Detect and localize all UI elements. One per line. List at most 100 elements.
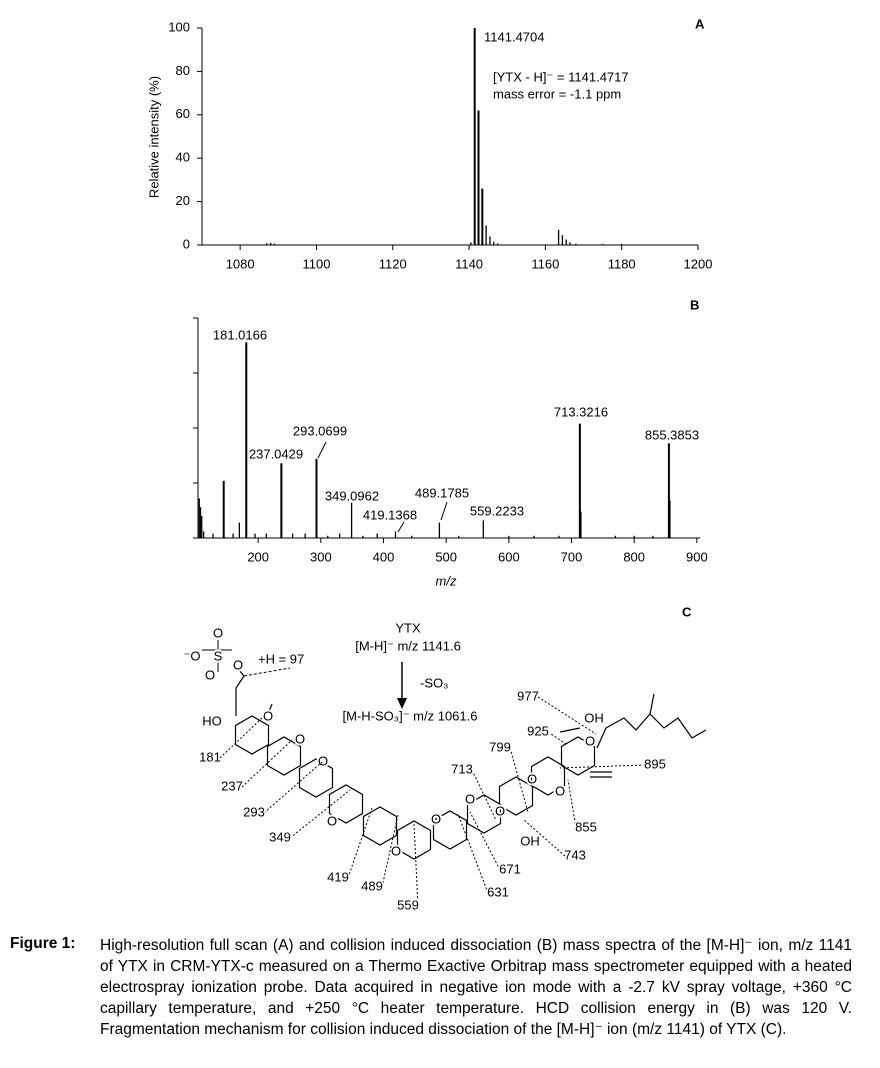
y-tick-label: 80 (176, 63, 190, 78)
ring-oxygen: O (431, 811, 441, 826)
peak-label: 713.3216 (554, 404, 608, 419)
neutral-loss: -SO₃ (420, 675, 448, 690)
cleavage-line (347, 807, 373, 879)
fragment-label: 349 (269, 829, 291, 844)
fragment-label: 799 (489, 739, 511, 754)
y-tick-label: 100 (168, 19, 190, 34)
fragment-label: 743 (564, 847, 586, 862)
ring (530, 756, 566, 796)
fragment-label: 925 (527, 723, 549, 738)
peak-label: 855.3853 (645, 427, 699, 442)
x-tick-label: 1200 (684, 256, 713, 271)
atom-label: O (205, 667, 215, 682)
x-tick-label: 700 (561, 549, 583, 564)
peak-label: 349.0962 (325, 488, 379, 503)
bond (649, 693, 655, 715)
peak-label: 293.0699 (293, 423, 347, 438)
ring (298, 758, 334, 798)
fragment-label: 237 (221, 778, 243, 793)
caption-label: Figure 1: (10, 935, 76, 952)
ring (396, 820, 432, 860)
ring (560, 736, 596, 776)
cleavage-line (263, 761, 323, 814)
x-tick-label: 400 (373, 549, 395, 564)
x-axis-title: m/z (436, 573, 457, 588)
bond (559, 727, 581, 733)
bond (267, 703, 273, 715)
compound-name: YTX (395, 620, 421, 635)
fragment-label: 895 (644, 756, 666, 771)
dashed-bond (243, 667, 291, 677)
leader-line (397, 521, 405, 533)
peak-label: 1141.4704 (484, 29, 545, 44)
arrowhead (397, 698, 407, 709)
ring-oxygen: O (295, 731, 305, 746)
bond (233, 663, 245, 716)
hydroxyl-label: OH (584, 710, 604, 725)
y-tick-label: 60 (176, 106, 190, 121)
bond (596, 713, 707, 749)
ring (234, 715, 270, 755)
figure: 0 20 40 60 80 100 1080 1100 1120 1140 1160 1180 1200… (146, 16, 713, 914)
cleavage-line (219, 717, 263, 759)
ring-oxygen: O (391, 843, 401, 858)
x-tick-label: 1160 (531, 256, 559, 271)
x-tick-label: 1140 (455, 256, 483, 271)
x-tick-label: 900 (686, 549, 708, 564)
peak-label: 237.0429 (249, 446, 303, 461)
hydroxyl-label: OH (520, 833, 540, 848)
product-ion: [M-H-SO₃]⁻ m/z 1061.6 (343, 708, 478, 723)
x-tick-label: 300 (310, 549, 332, 564)
cleavage-line (289, 789, 351, 839)
fragment-label: 419 (327, 869, 349, 884)
ring (266, 736, 302, 776)
ring-oxygen: O (555, 783, 565, 798)
y-tick-label: 40 (176, 150, 190, 165)
cleavage-line (559, 764, 646, 769)
annotation: [YTX - H]⁻ = 1141.4717 (493, 69, 629, 84)
x-tick-label: 200 (247, 549, 269, 564)
ring-oxygen: O (527, 771, 537, 786)
cleavage-line (547, 731, 567, 745)
annotation: mass error = -1.1 ppm (493, 86, 621, 101)
ring-oxygen: O (495, 803, 505, 818)
cleavage-line (509, 747, 529, 813)
ring-oxygen: O (585, 733, 595, 748)
fragment-label: 559 (397, 897, 419, 912)
x-tick-label: 1180 (608, 256, 636, 271)
leader-line (440, 501, 448, 521)
atom-label: O (233, 657, 243, 672)
leader-line (317, 441, 327, 459)
cleavage-line (523, 819, 566, 857)
fragment-label: 977 (517, 688, 539, 703)
panel-label: A (695, 16, 705, 31)
fragment-label: 631 (487, 884, 509, 899)
ring (432, 810, 468, 850)
x-tick-label: 600 (498, 549, 520, 564)
fragment-label: 293 (243, 804, 265, 819)
cleavage-line (241, 739, 293, 788)
y-tick-label: 0 (183, 236, 190, 251)
fragment-label: 713 (451, 761, 473, 776)
x-tick-label: 800 (623, 549, 645, 564)
cleavage-line (537, 696, 597, 735)
panel-label: B (690, 297, 699, 312)
cleavage-line (567, 779, 577, 829)
caption-text: High-resolution full scan (A) and collis… (100, 937, 852, 1038)
sulfate-loss: +H = 97 (258, 651, 304, 666)
ring (328, 784, 364, 824)
peak-label: 559.2233 (470, 503, 524, 518)
precursor-ion: [M-H]⁻ m/z 1141.6 (355, 638, 461, 653)
ring-oxygen: O (327, 813, 337, 828)
fragment-label: 855 (575, 819, 597, 834)
ring-oxygen: O (263, 708, 273, 723)
cleavage-line (457, 813, 489, 894)
fragment-label: 489 (361, 878, 383, 893)
hydroxyl-label: HO (202, 713, 222, 728)
cleavage-line (381, 814, 399, 888)
cleavage-line (469, 811, 501, 871)
fragment-label: 671 (499, 861, 521, 876)
peak-label: 419.1368 (363, 507, 417, 522)
atom-label: O (213, 625, 223, 640)
